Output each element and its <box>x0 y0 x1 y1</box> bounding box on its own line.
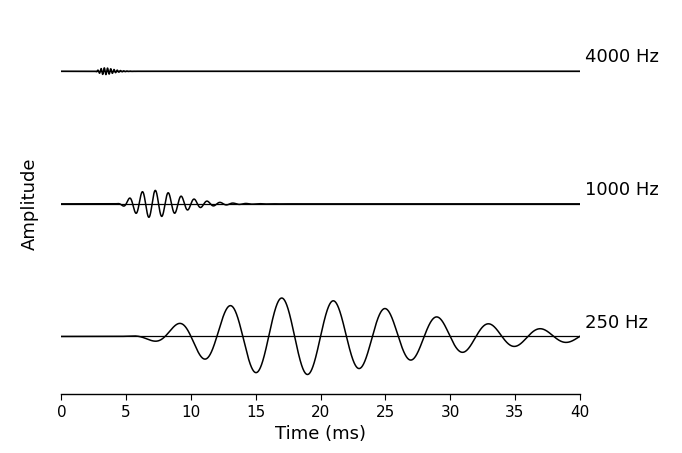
Text: 250 Hz: 250 Hz <box>585 313 648 332</box>
Text: 1000 Hz: 1000 Hz <box>585 181 659 199</box>
X-axis label: Time (ms): Time (ms) <box>275 425 366 443</box>
Text: 4000 Hz: 4000 Hz <box>585 48 659 67</box>
Text: Amplitude: Amplitude <box>20 158 38 250</box>
